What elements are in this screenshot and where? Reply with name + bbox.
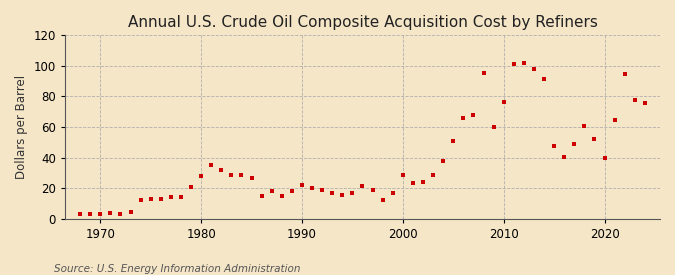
Text: Source: U.S. Energy Information Administration: Source: U.S. Energy Information Administ… <box>54 264 300 274</box>
Title: Annual U.S. Crude Oil Composite Acquisition Cost by Refiners: Annual U.S. Crude Oil Composite Acquisit… <box>128 15 597 30</box>
Y-axis label: Dollars per Barrel: Dollars per Barrel <box>15 75 28 179</box>
